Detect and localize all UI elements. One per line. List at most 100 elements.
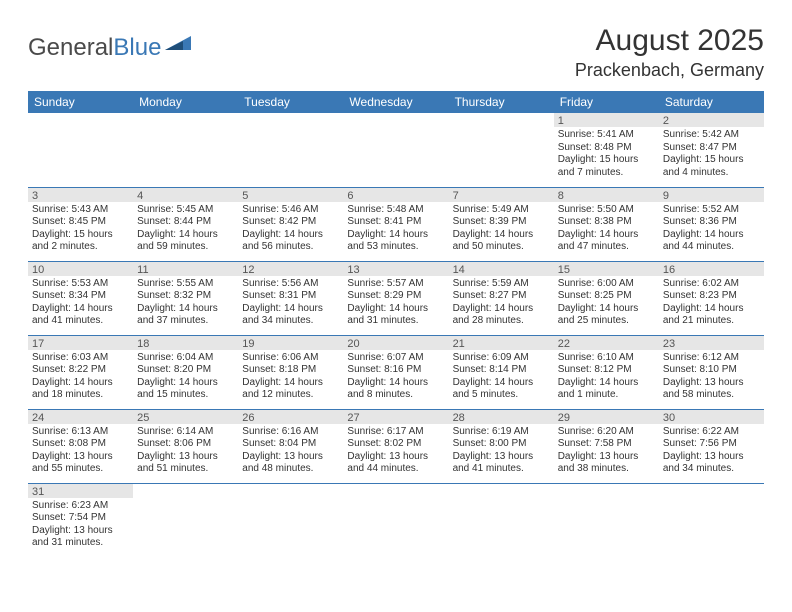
- day-detail-line: Sunrise: 5:48 AM: [347, 204, 444, 217]
- day-detail-line: and 51 minutes.: [137, 463, 234, 476]
- day-detail-line: and 1 minute.: [558, 389, 655, 402]
- calendar-cell: 23Sunrise: 6:12 AMSunset: 8:10 PMDayligh…: [659, 335, 764, 409]
- day-header: Tuesday: [238, 91, 343, 113]
- day-header: Friday: [554, 91, 659, 113]
- day-detail-line: and 28 minutes.: [453, 315, 550, 328]
- day-detail-line: Daylight: 14 hours: [558, 377, 655, 390]
- day-detail-line: and 55 minutes.: [32, 463, 129, 476]
- day-detail-line: Sunrise: 6:23 AM: [32, 500, 129, 513]
- day-detail-line: Daylight: 13 hours: [32, 451, 129, 464]
- day-detail-line: Sunrise: 6:16 AM: [242, 426, 339, 439]
- table-row: 1Sunrise: 5:41 AMSunset: 8:48 PMDaylight…: [28, 113, 764, 187]
- day-detail-line: Sunrise: 6:12 AM: [663, 352, 760, 365]
- calendar-cell: 18Sunrise: 6:04 AMSunset: 8:20 PMDayligh…: [133, 335, 238, 409]
- day-detail-line: Sunrise: 5:59 AM: [453, 278, 550, 291]
- day-number: 31: [28, 484, 133, 498]
- day-detail-line: Sunrise: 5:41 AM: [558, 129, 655, 142]
- day-detail-line: Sunrise: 5:55 AM: [137, 278, 234, 291]
- day-detail-line: Sunset: 8:25 PM: [558, 290, 655, 303]
- day-detail-line: Sunrise: 6:19 AM: [453, 426, 550, 439]
- day-detail-line: Sunset: 8:47 PM: [663, 142, 760, 155]
- day-details: Sunrise: 5:46 AMSunset: 8:42 PMDaylight:…: [238, 202, 343, 257]
- day-detail-line: Sunset: 8:18 PM: [242, 364, 339, 377]
- day-detail-line: and 41 minutes.: [453, 463, 550, 476]
- day-detail-line: Sunrise: 5:42 AM: [663, 129, 760, 142]
- day-detail-line: Sunset: 8:12 PM: [558, 364, 655, 377]
- day-detail-line: Sunset: 8:23 PM: [663, 290, 760, 303]
- calendar-cell: 17Sunrise: 6:03 AMSunset: 8:22 PMDayligh…: [28, 335, 133, 409]
- day-details: Sunrise: 6:10 AMSunset: 8:12 PMDaylight:…: [554, 350, 659, 405]
- day-detail-line: Sunset: 8:44 PM: [137, 216, 234, 229]
- calendar-cell: [449, 113, 554, 187]
- day-detail-line: Daylight: 14 hours: [32, 303, 129, 316]
- day-detail-line: and 48 minutes.: [242, 463, 339, 476]
- day-detail-line: Sunrise: 6:13 AM: [32, 426, 129, 439]
- calendar-cell: [659, 483, 764, 557]
- calendar-cell: 25Sunrise: 6:14 AMSunset: 8:06 PMDayligh…: [133, 409, 238, 483]
- day-detail-line: Sunset: 8:41 PM: [347, 216, 444, 229]
- day-detail-line: Daylight: 14 hours: [558, 229, 655, 242]
- calendar-header: SundayMondayTuesdayWednesdayThursdayFrid…: [28, 91, 764, 113]
- day-detail-line: Daylight: 15 hours: [32, 229, 129, 242]
- calendar-cell: 28Sunrise: 6:19 AMSunset: 8:00 PMDayligh…: [449, 409, 554, 483]
- day-number: 28: [449, 410, 554, 424]
- day-detail-line: Daylight: 13 hours: [347, 451, 444, 464]
- calendar-cell: 8Sunrise: 5:50 AMSunset: 8:38 PMDaylight…: [554, 187, 659, 261]
- day-number: 8: [554, 188, 659, 202]
- day-detail-line: Sunrise: 5:43 AM: [32, 204, 129, 217]
- day-number: 13: [343, 262, 448, 276]
- day-detail-line: Sunrise: 6:22 AM: [663, 426, 760, 439]
- day-detail-line: Sunrise: 6:07 AM: [347, 352, 444, 365]
- calendar-cell: [343, 483, 448, 557]
- day-detail-line: Daylight: 13 hours: [663, 377, 760, 390]
- page-title: August 2025: [575, 24, 764, 58]
- day-detail-line: Daylight: 14 hours: [242, 303, 339, 316]
- day-detail-line: Sunset: 8:02 PM: [347, 438, 444, 451]
- day-detail-line: and 44 minutes.: [663, 241, 760, 254]
- day-detail-line: and 47 minutes.: [558, 241, 655, 254]
- logo-flag-icon: [165, 32, 191, 50]
- day-detail-line: and 56 minutes.: [242, 241, 339, 254]
- day-detail-line: and 5 minutes.: [453, 389, 550, 402]
- day-detail-line: Sunset: 8:00 PM: [453, 438, 550, 451]
- day-detail-line: Daylight: 14 hours: [558, 303, 655, 316]
- day-details: Sunrise: 5:52 AMSunset: 8:36 PMDaylight:…: [659, 202, 764, 257]
- day-number: 14: [449, 262, 554, 276]
- calendar-cell: 4Sunrise: 5:45 AMSunset: 8:44 PMDaylight…: [133, 187, 238, 261]
- day-detail-line: Sunrise: 5:45 AM: [137, 204, 234, 217]
- day-detail-line: and 8 minutes.: [347, 389, 444, 402]
- day-detail-line: Daylight: 14 hours: [347, 377, 444, 390]
- day-detail-line: Sunset: 8:08 PM: [32, 438, 129, 451]
- day-detail-line: Daylight: 14 hours: [32, 377, 129, 390]
- calendar-cell: 24Sunrise: 6:13 AMSunset: 8:08 PMDayligh…: [28, 409, 133, 483]
- day-detail-line: Daylight: 15 hours: [663, 154, 760, 167]
- day-number: 25: [133, 410, 238, 424]
- day-detail-line: Sunset: 8:42 PM: [242, 216, 339, 229]
- day-number: 12: [238, 262, 343, 276]
- calendar-cell: 22Sunrise: 6:10 AMSunset: 8:12 PMDayligh…: [554, 335, 659, 409]
- day-detail-line: Daylight: 14 hours: [242, 377, 339, 390]
- calendar-cell: 10Sunrise: 5:53 AMSunset: 8:34 PMDayligh…: [28, 261, 133, 335]
- day-detail-line: Sunrise: 5:56 AM: [242, 278, 339, 291]
- day-detail-line: Daylight: 13 hours: [242, 451, 339, 464]
- day-details: Sunrise: 6:16 AMSunset: 8:04 PMDaylight:…: [238, 424, 343, 479]
- day-detail-line: and 34 minutes.: [242, 315, 339, 328]
- day-number: 2: [659, 113, 764, 127]
- day-details: Sunrise: 6:03 AMSunset: 8:22 PMDaylight:…: [28, 350, 133, 405]
- day-detail-line: Sunset: 8:20 PM: [137, 364, 234, 377]
- day-details: Sunrise: 6:06 AMSunset: 8:18 PMDaylight:…: [238, 350, 343, 405]
- location: Prackenbach, Germany: [575, 60, 764, 81]
- day-number: 17: [28, 336, 133, 350]
- day-detail-line: Daylight: 14 hours: [137, 377, 234, 390]
- calendar-cell: 14Sunrise: 5:59 AMSunset: 8:27 PMDayligh…: [449, 261, 554, 335]
- day-detail-line: and 38 minutes.: [558, 463, 655, 476]
- day-detail-line: Daylight: 13 hours: [137, 451, 234, 464]
- day-detail-line: Daylight: 14 hours: [663, 229, 760, 242]
- calendar-cell: 31Sunrise: 6:23 AMSunset: 7:54 PMDayligh…: [28, 483, 133, 557]
- calendar-table: SundayMondayTuesdayWednesdayThursdayFrid…: [28, 91, 764, 557]
- day-detail-line: Sunset: 8:45 PM: [32, 216, 129, 229]
- day-number: 7: [449, 188, 554, 202]
- day-detail-line: Sunrise: 6:10 AM: [558, 352, 655, 365]
- day-details: Sunrise: 6:23 AMSunset: 7:54 PMDaylight:…: [28, 498, 133, 553]
- day-detail-line: and 18 minutes.: [32, 389, 129, 402]
